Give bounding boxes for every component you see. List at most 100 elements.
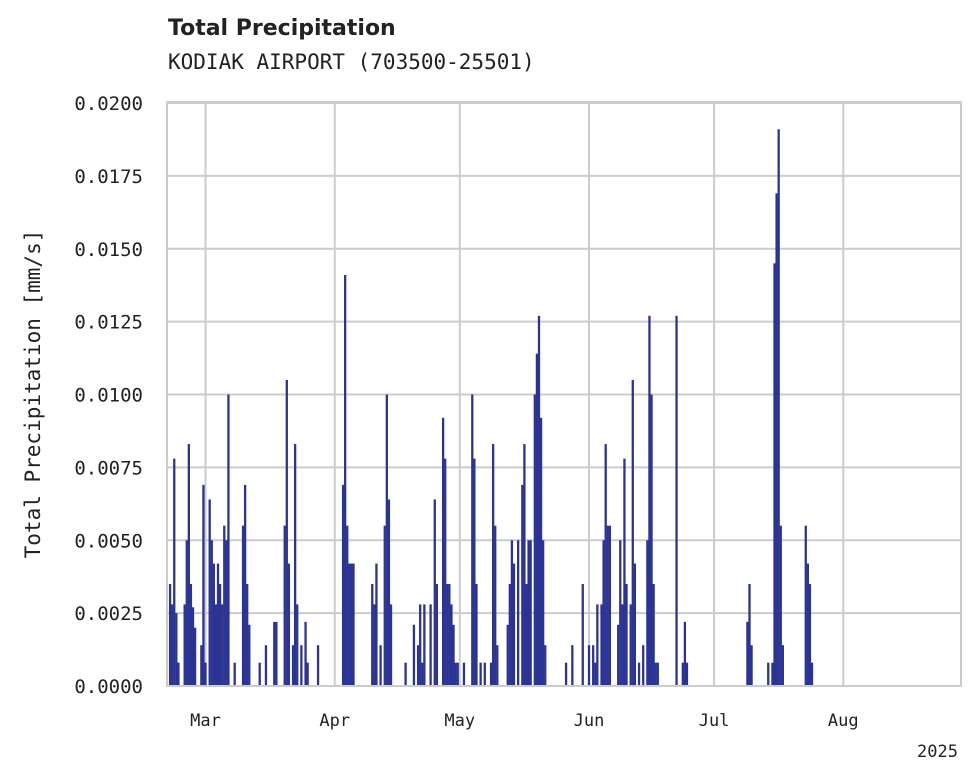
y-tick-label: 0.0075 (74, 457, 143, 479)
precip-bar (416, 645, 420, 686)
precip-bar (454, 662, 457, 686)
precip-bar (642, 645, 645, 686)
y-tick-label: 0.0200 (74, 93, 143, 115)
precip-bar (537, 315, 541, 686)
precip-bar (389, 604, 393, 686)
precip-bar (248, 624, 251, 686)
precip-bar (779, 525, 782, 686)
precip-bar (200, 645, 203, 686)
precip-bar (606, 525, 609, 686)
precip-bar (508, 583, 511, 686)
precip-bar (246, 583, 249, 686)
y-tick-label: 0.0100 (74, 385, 143, 407)
precip-bar (264, 645, 268, 686)
precip-bar (506, 624, 509, 686)
y-tick-label: 0.0025 (74, 603, 143, 625)
precip-bar (648, 315, 651, 686)
precip-bar (221, 604, 224, 686)
y-axis-label: Total Precipitation [mm/s] (21, 230, 45, 559)
precip-bar (494, 525, 497, 686)
x-tick-label: Jul (699, 711, 730, 731)
precip-bar (533, 394, 536, 686)
precip-bar (210, 540, 213, 686)
precip-bar (633, 563, 637, 686)
precip-bar (429, 604, 432, 686)
precip-bar (258, 662, 261, 686)
x-tick-labels: Mar Apr May Jun Jul Aug (190, 711, 858, 731)
precip-bar (214, 604, 218, 686)
precip-bar (646, 540, 649, 686)
precip-bar (746, 621, 749, 686)
precip-bar (512, 563, 516, 686)
precip-bar (637, 662, 641, 686)
precip-bar (241, 525, 245, 686)
precip-bar (592, 645, 595, 686)
precip-bar (283, 525, 286, 686)
precip-bar (767, 662, 770, 686)
precip-bar (183, 604, 186, 686)
precip-bar (285, 379, 288, 686)
precip-bar (623, 458, 626, 686)
precip-bar (287, 563, 291, 686)
precip-bar (748, 583, 751, 686)
precip-bar (227, 394, 230, 686)
precip-bar (587, 645, 591, 686)
precip-bar (808, 583, 812, 686)
precip-bar (491, 444, 495, 686)
precip-bar (523, 444, 526, 686)
precip-bar (629, 604, 632, 686)
precip-bar (225, 540, 228, 686)
precip-bar (273, 621, 276, 686)
precip-bar (168, 583, 172, 686)
y-tick-label: 0.0150 (74, 239, 143, 261)
precip-bar (448, 583, 451, 686)
precip-bar (685, 662, 689, 686)
y-tick-labels: 0.0000 0.0025 0.0050 0.0075 0.0100 0.0125 0.01… (74, 93, 143, 698)
precip-bar (479, 662, 482, 686)
precip-bar (471, 394, 474, 686)
precip-bar (564, 662, 568, 686)
precip-bar (444, 458, 447, 686)
precip-bar (652, 583, 655, 686)
precip-bar (617, 624, 620, 686)
precip-bar (346, 525, 349, 686)
precip-bar (216, 563, 220, 686)
precip-bar (456, 662, 459, 686)
plot-frame (166, 101, 962, 687)
x-tick-label: Mar (190, 711, 221, 731)
precip-bar (243, 484, 247, 686)
precip-bar (352, 563, 355, 686)
precip-bar (189, 583, 193, 686)
precip-bar (489, 662, 493, 686)
precip-bar (383, 525, 386, 686)
precip-bar (539, 417, 543, 686)
precip-bar (385, 394, 388, 686)
precip-bar (608, 525, 611, 686)
grid-lines (168, 102, 960, 687)
precip-bar (387, 499, 391, 686)
precip-bar (450, 604, 453, 686)
precip-bar (542, 540, 545, 686)
precip-bar (475, 583, 478, 686)
precip-bar (777, 129, 780, 687)
y-tick-label: 0.0050 (74, 530, 143, 552)
precip-bar (525, 583, 528, 686)
bar-series (168, 129, 814, 687)
y-tick-label: 0.0000 (74, 676, 143, 698)
precip-bar (496, 645, 499, 686)
precip-bar (602, 540, 605, 686)
precip-bar (412, 624, 416, 686)
precip-bar (373, 604, 376, 686)
precip-bar (191, 607, 195, 686)
precip-bar (521, 484, 524, 686)
precip-bar (350, 563, 353, 686)
precip-bar (771, 662, 774, 686)
precip-bar (348, 563, 351, 686)
precip-bar (404, 662, 407, 686)
precip-bar (344, 274, 347, 686)
precip-bar (535, 353, 539, 686)
x-tick-label: May (444, 711, 475, 731)
precip-bar (371, 583, 374, 686)
precip-bar (171, 604, 174, 686)
